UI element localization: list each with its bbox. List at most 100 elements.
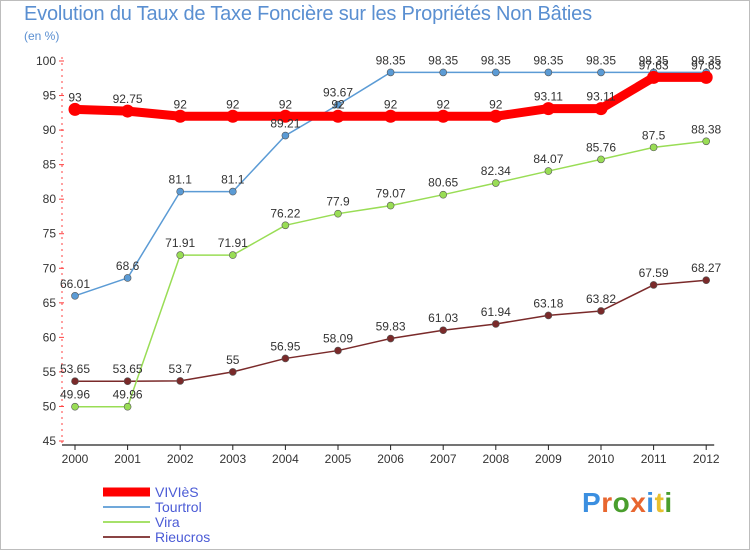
x-tick-label: 2001	[114, 452, 141, 466]
x-tick-label: 2007	[430, 452, 457, 466]
x-tick-label: 2009	[535, 452, 562, 466]
logo-letter: r	[601, 487, 613, 518]
legend-label: VIVIèS	[155, 484, 199, 500]
data-point	[649, 281, 658, 289]
data-point	[176, 377, 184, 385]
data-label: 93.67	[323, 86, 353, 100]
data-label: 88.38	[691, 122, 721, 136]
data-label: 61.03	[428, 311, 458, 325]
chart-subtitle: (en %)	[24, 29, 60, 43]
data-point	[173, 109, 187, 123]
data-point	[649, 143, 658, 152]
y-tick-label: 80	[43, 192, 57, 206]
data-point	[439, 190, 448, 199]
data-point	[334, 209, 342, 218]
data-point	[331, 109, 345, 123]
legend-label: Rieucros	[155, 529, 210, 545]
data-label: 85.76	[586, 140, 616, 154]
data-point	[71, 402, 79, 411]
logo-letter: o	[612, 487, 631, 518]
data-point	[226, 109, 240, 123]
data-label: 68.6	[116, 259, 140, 273]
data-label: 68.27	[691, 261, 721, 275]
logo-letter: P	[582, 487, 602, 518]
data-point	[71, 292, 79, 300]
data-label: 77.9	[326, 195, 350, 209]
data-point	[384, 109, 398, 123]
data-point	[491, 68, 500, 77]
y-tick-label: 75	[43, 227, 57, 241]
data-point	[68, 102, 82, 116]
legend-label: Tourtrol	[155, 499, 202, 515]
chart-title: Evolution du Taux de Taxe Foncière sur l…	[24, 3, 592, 25]
data-label: 81.1	[169, 173, 193, 187]
data-point	[544, 311, 553, 320]
data-point	[597, 307, 605, 315]
data-label: 79.07	[376, 187, 406, 201]
data-label: 53.7	[169, 362, 193, 376]
legend-label: Vira	[155, 514, 180, 530]
data-point	[439, 68, 448, 77]
data-label: 80.65	[428, 176, 458, 190]
data-label: 53.65	[60, 362, 90, 376]
y-tick-label: 95	[43, 89, 57, 103]
data-label: 98.35	[586, 53, 616, 67]
data-label: 92	[384, 97, 398, 111]
data-point	[597, 68, 605, 77]
data-point	[541, 102, 555, 116]
x-tick-label: 2006	[377, 452, 404, 466]
data-label: 92.75	[113, 92, 143, 106]
axes: 45 50 55 60 65 70 75 80 85 90 95 100 2000 2001 2002 200…	[36, 54, 720, 466]
data-label: 67.59	[639, 266, 669, 280]
data-point	[229, 187, 237, 196]
x-tick-label: 2008	[482, 452, 509, 466]
data-point	[176, 187, 184, 196]
y-tick-label: 85	[43, 158, 57, 172]
data-label: 66.01	[60, 277, 90, 291]
logo-letter: i	[664, 487, 673, 518]
data-labels: 93 92.75 92 92 92 92 92 92 92 93.11 93.11 97.63 97.6…	[60, 53, 722, 401]
data-label: 71.91	[165, 236, 195, 250]
data-point	[334, 100, 342, 109]
data-point	[123, 402, 132, 411]
data-label: 92	[226, 97, 240, 111]
data-label: 92	[437, 97, 451, 111]
data-label: 82.34	[481, 164, 511, 178]
data-label: 92	[331, 97, 345, 111]
data-label: 97.63	[639, 58, 669, 72]
data-label: 92	[174, 97, 188, 111]
data-point	[176, 251, 184, 259]
data-label: 93.11	[534, 90, 563, 104]
data-point	[699, 70, 713, 84]
data-label: 93	[68, 90, 82, 104]
data-point	[491, 320, 500, 328]
data-label: 93.11	[586, 90, 615, 104]
data-point	[229, 251, 237, 259]
data-label: 87.5	[642, 128, 666, 142]
data-point	[702, 137, 711, 146]
y-tick-label: 70	[43, 261, 57, 275]
data-point	[436, 109, 450, 123]
data-point	[71, 377, 79, 386]
data-point	[439, 326, 448, 335]
data-label: 56.95	[270, 339, 300, 353]
logo-letter: x	[630, 487, 647, 518]
data-label: 97.63	[691, 58, 721, 72]
data-point	[544, 167, 553, 175]
data-label: 92	[489, 97, 503, 111]
data-point	[123, 274, 132, 282]
x-tick-label: 2012	[693, 452, 720, 466]
data-point	[544, 68, 553, 77]
series-lines	[68, 68, 713, 411]
data-point	[489, 109, 503, 123]
x-tick-label: 2005	[325, 452, 352, 466]
logo-letter: i	[646, 487, 655, 518]
data-point	[647, 70, 661, 84]
data-point	[281, 221, 290, 230]
data-point	[491, 179, 500, 187]
y-tick-label: 90	[43, 123, 57, 137]
x-tick-label: 2004	[272, 452, 299, 466]
data-point	[386, 68, 395, 77]
data-label: 92	[279, 97, 293, 111]
